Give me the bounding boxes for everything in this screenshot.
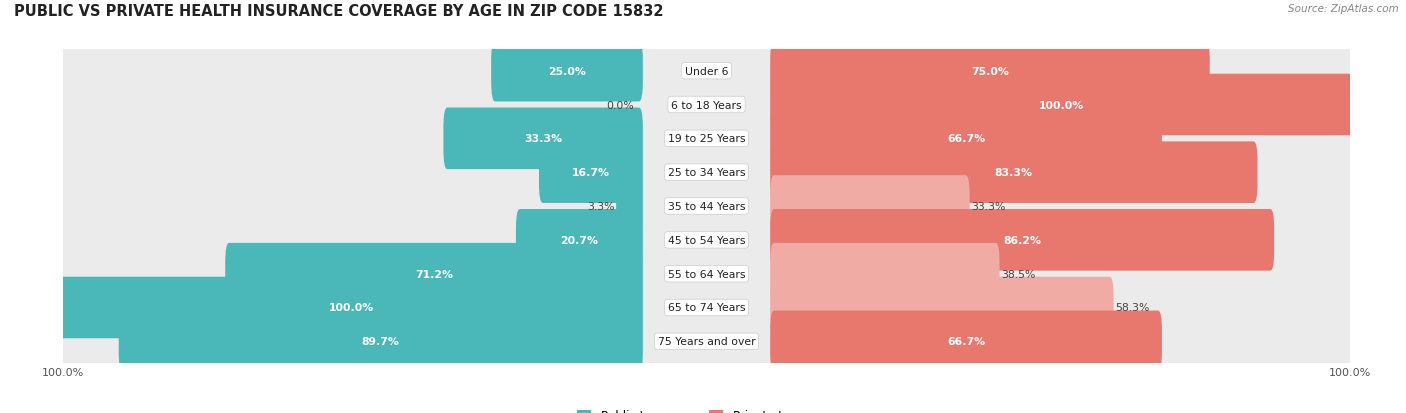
Text: 45 to 54 Years: 45 to 54 Years <box>668 235 745 245</box>
FancyBboxPatch shape <box>56 152 1357 261</box>
FancyBboxPatch shape <box>770 209 1274 271</box>
Text: 0.0%: 0.0% <box>606 100 634 110</box>
FancyBboxPatch shape <box>770 243 1000 305</box>
Text: 33.3%: 33.3% <box>524 134 562 144</box>
Text: 66.7%: 66.7% <box>948 134 986 144</box>
FancyBboxPatch shape <box>770 142 1257 204</box>
Text: 3.3%: 3.3% <box>588 202 614 211</box>
Text: 6 to 18 Years: 6 to 18 Years <box>671 100 742 110</box>
Text: 38.5%: 38.5% <box>1001 269 1035 279</box>
FancyBboxPatch shape <box>516 209 643 271</box>
Text: 83.3%: 83.3% <box>995 168 1033 178</box>
FancyBboxPatch shape <box>770 311 1161 372</box>
Text: 65 to 74 Years: 65 to 74 Years <box>668 303 745 313</box>
Text: 86.2%: 86.2% <box>1004 235 1042 245</box>
FancyBboxPatch shape <box>56 50 1357 160</box>
FancyBboxPatch shape <box>770 277 1114 339</box>
Text: 20.7%: 20.7% <box>561 235 599 245</box>
FancyBboxPatch shape <box>770 108 1161 170</box>
Text: 75.0%: 75.0% <box>972 66 1010 76</box>
Text: 75 Years and over: 75 Years and over <box>658 337 755 347</box>
Text: 19 to 25 Years: 19 to 25 Years <box>668 134 745 144</box>
Text: 25.0%: 25.0% <box>548 66 586 76</box>
Text: 71.2%: 71.2% <box>415 269 453 279</box>
Text: 100.0%: 100.0% <box>329 303 374 313</box>
FancyBboxPatch shape <box>616 176 643 237</box>
FancyBboxPatch shape <box>56 287 1357 396</box>
Text: 35 to 44 Years: 35 to 44 Years <box>668 202 745 211</box>
Legend: Public Insurance, Private Insurance: Public Insurance, Private Insurance <box>572 404 841 413</box>
Text: 58.3%: 58.3% <box>1115 303 1149 313</box>
FancyBboxPatch shape <box>770 41 1209 102</box>
FancyBboxPatch shape <box>56 219 1357 329</box>
Text: 66.7%: 66.7% <box>948 337 986 347</box>
FancyBboxPatch shape <box>443 108 643 170</box>
FancyBboxPatch shape <box>770 176 970 237</box>
Text: Under 6: Under 6 <box>685 66 728 76</box>
Text: 100.0%: 100.0% <box>1039 100 1084 110</box>
FancyBboxPatch shape <box>225 243 643 305</box>
Text: 25 to 34 Years: 25 to 34 Years <box>668 168 745 178</box>
Text: Source: ZipAtlas.com: Source: ZipAtlas.com <box>1288 4 1399 14</box>
FancyBboxPatch shape <box>56 253 1357 363</box>
FancyBboxPatch shape <box>59 277 643 339</box>
FancyBboxPatch shape <box>538 142 643 204</box>
FancyBboxPatch shape <box>56 17 1357 126</box>
Text: 16.7%: 16.7% <box>572 168 610 178</box>
FancyBboxPatch shape <box>56 185 1357 295</box>
FancyBboxPatch shape <box>118 311 643 372</box>
Text: 55 to 64 Years: 55 to 64 Years <box>668 269 745 279</box>
FancyBboxPatch shape <box>56 118 1357 228</box>
Text: 89.7%: 89.7% <box>361 337 399 347</box>
Text: 33.3%: 33.3% <box>972 202 1005 211</box>
FancyBboxPatch shape <box>491 41 643 102</box>
FancyBboxPatch shape <box>56 84 1357 194</box>
Text: PUBLIC VS PRIVATE HEALTH INSURANCE COVERAGE BY AGE IN ZIP CODE 15832: PUBLIC VS PRIVATE HEALTH INSURANCE COVER… <box>14 4 664 19</box>
FancyBboxPatch shape <box>770 74 1354 136</box>
